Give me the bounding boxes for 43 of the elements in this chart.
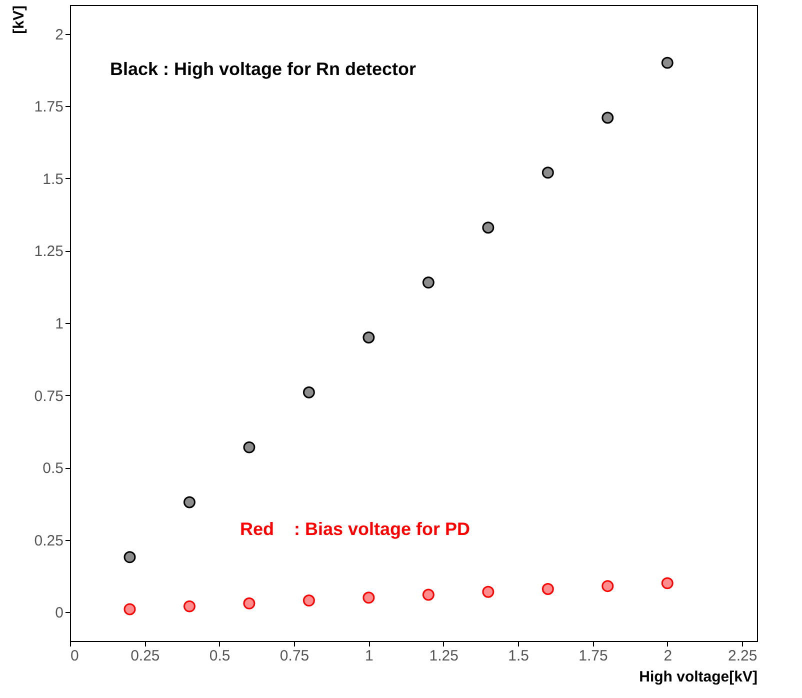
- x-axis-title: High voltage[kV]: [639, 668, 758, 686]
- y-tick-label: 0.25: [34, 532, 64, 550]
- point: [243, 441, 256, 454]
- x-tick-label: 2.25: [728, 648, 758, 664]
- y-axis-title: [kV]: [10, 6, 28, 34]
- y-tick-label: 2: [55, 26, 64, 44]
- y-tick-label: 0: [55, 604, 64, 622]
- y-tick-label: 1.25: [34, 243, 64, 260]
- point: [661, 577, 674, 590]
- point: [362, 331, 375, 344]
- y-tick-label: 1: [55, 316, 64, 332]
- point: [302, 386, 315, 398]
- x-tick-label: 0.25: [130, 648, 160, 664]
- point: [183, 600, 196, 612]
- point: [243, 597, 256, 610]
- point: [362, 592, 375, 604]
- x-tick-label: 1.75: [578, 648, 608, 664]
- point: [482, 222, 494, 234]
- x-tick-label: 0: [70, 648, 79, 664]
- annotation: Black : High voltage for Rn detector: [110, 59, 416, 79]
- annotation: Red : Bias voltage for PD: [240, 519, 470, 539]
- y-tick-label: 0.5: [42, 460, 64, 478]
- x-tick-label: 2: [664, 648, 672, 664]
- x-tick-label: 0.5: [209, 648, 230, 664]
- point: [542, 166, 554, 179]
- point: [422, 588, 434, 601]
- point: [602, 112, 614, 124]
- point: [124, 551, 136, 564]
- y-tick-label: 1.5: [42, 170, 64, 188]
- point: [422, 276, 434, 289]
- point: [661, 56, 674, 69]
- y-tick-label: 0.75: [34, 388, 64, 405]
- x-tick-label: 0.75: [280, 648, 310, 664]
- x-tick-label: 1.25: [429, 648, 458, 664]
- point: [482, 586, 494, 598]
- point: [302, 594, 315, 607]
- point: [542, 582, 554, 595]
- point: [124, 603, 136, 616]
- point: [602, 580, 614, 592]
- x-tick-label: 1.5: [508, 648, 529, 664]
- y-tick-label: 1.75: [34, 98, 64, 116]
- point: [183, 496, 196, 508]
- x-tick-label: 1: [365, 648, 374, 664]
